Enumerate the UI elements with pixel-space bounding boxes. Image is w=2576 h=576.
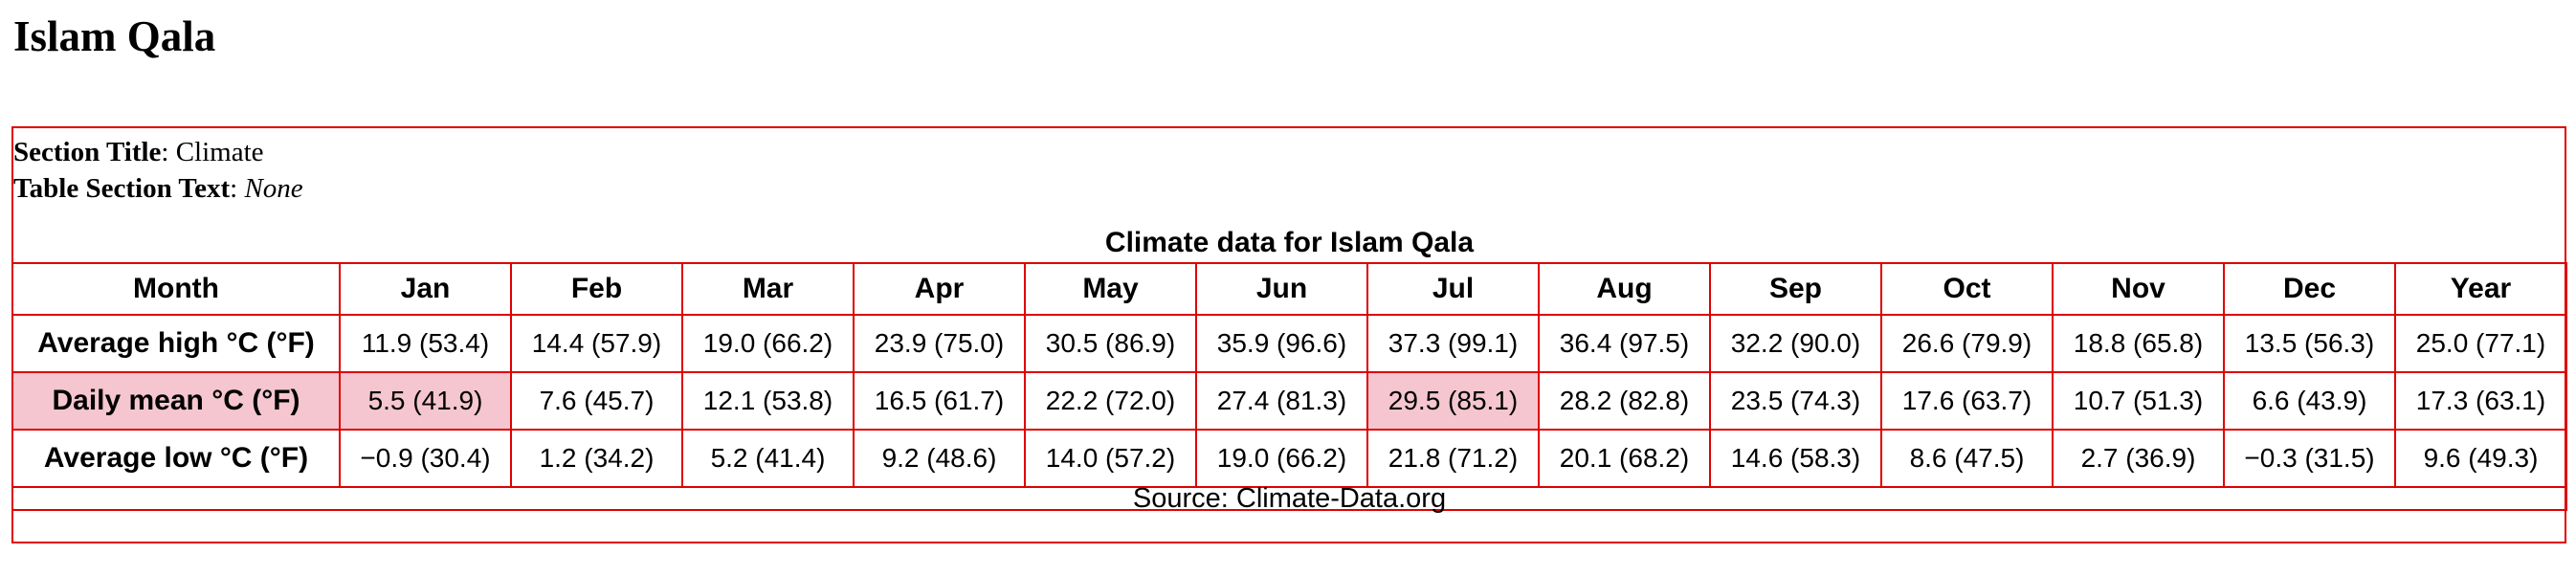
source-row: Source: Climate-Data.org	[11, 485, 2567, 513]
table-cell: 9.6 (49.3)	[2394, 429, 2567, 488]
row-label: Daily mean °C (°F)	[11, 371, 341, 431]
table-cell: 37.3 (99.1)	[1366, 314, 1540, 373]
table-cell: 6.6 (43.9)	[2223, 371, 2396, 431]
table-cell: 10.7 (51.3)	[2052, 371, 2225, 431]
header-sep: Sep	[1709, 262, 1882, 316]
header-jul: Jul	[1366, 262, 1540, 316]
table-cell: 19.0 (66.2)	[1195, 429, 1368, 488]
table-cell: 32.2 (90.0)	[1709, 314, 1882, 373]
table-cell: 17.3 (63.1)	[2394, 371, 2567, 431]
table-cell: 35.9 (96.6)	[1195, 314, 1368, 373]
table-cell: 20.1 (68.2)	[1538, 429, 1711, 488]
table-cell: 23.5 (74.3)	[1709, 371, 1882, 431]
table-cell: 1.2 (34.2)	[510, 429, 683, 488]
row-label: Average low °C (°F)	[11, 429, 341, 488]
table-section-text-value: None	[244, 173, 303, 204]
table-cell: 2.7 (36.9)	[2052, 429, 2225, 488]
table-cell: 17.6 (63.7)	[1880, 371, 2054, 431]
row-label: Average high °C (°F)	[11, 314, 341, 373]
table-cell: 11.9 (53.4)	[339, 314, 512, 373]
table-cell: −0.3 (31.5)	[2223, 429, 2396, 488]
table-cell: 30.5 (86.9)	[1024, 314, 1197, 373]
table-row-daily-mean: Daily mean °C (°F) 5.5 (41.9) 7.6 (45.7)…	[11, 371, 2567, 431]
table-cell: 12.1 (53.8)	[681, 371, 855, 431]
header-row: Month Jan Feb Mar Apr May Jun Jul Aug Se…	[11, 262, 2567, 316]
table-row-average-low: Average low °C (°F) −0.9 (30.4) 1.2 (34.…	[11, 429, 2567, 488]
table-cell: 14.6 (58.3)	[1709, 429, 1882, 488]
section-meta: Section Title: Climate Table Section Tex…	[13, 134, 303, 207]
header-dec: Dec	[2223, 262, 2396, 316]
table-cell: 36.4 (97.5)	[1538, 314, 1711, 373]
table-section-text-line: Table Section Text: None	[13, 173, 303, 204]
table-cell: 27.4 (81.3)	[1195, 371, 1368, 431]
table-cell: 7.6 (45.7)	[510, 371, 683, 431]
table-cell: 18.8 (65.8)	[2052, 314, 2225, 373]
table-source: Source: Climate-Data.org	[11, 485, 2567, 513]
header-mar: Mar	[681, 262, 855, 316]
header-aug: Aug	[1538, 262, 1711, 316]
table-cell: 19.0 (66.2)	[681, 314, 855, 373]
table-cell: 8.6 (47.5)	[1880, 429, 2054, 488]
page-title: Islam Qala	[13, 12, 216, 60]
section-title-value: Climate	[175, 137, 264, 167]
table-cell: 16.5 (61.7)	[853, 371, 1026, 431]
header-oct: Oct	[1880, 262, 2054, 316]
section-title-line: Section Title: Climate	[13, 137, 264, 167]
table-cell: 26.6 (79.9)	[1880, 314, 2054, 373]
table-cell: 5.5 (41.9)	[339, 371, 512, 431]
table-caption: Climate data for Islam Qala	[1104, 227, 1475, 258]
section-title-label: Section Title	[13, 137, 162, 167]
header-feb: Feb	[510, 262, 683, 316]
table-cell: 29.5 (85.1)	[1366, 371, 1540, 431]
table-cell: 23.9 (75.0)	[853, 314, 1026, 373]
table-cell: 14.4 (57.9)	[510, 314, 683, 373]
table-row-average-high: Average high °C (°F) 11.9 (53.4) 14.4 (5…	[11, 314, 2567, 373]
climate-table: Climate data for Islam Qala Month Jan Fe…	[11, 224, 2567, 513]
table-cell: 25.0 (77.1)	[2394, 314, 2567, 373]
table-cell: 22.2 (72.0)	[1024, 371, 1197, 431]
header-month: Month	[11, 262, 341, 316]
table-cell: 9.2 (48.6)	[853, 429, 1026, 488]
table-cell: 5.2 (41.4)	[681, 429, 855, 488]
header-year: Year	[2394, 262, 2567, 316]
table-section-text-label: Table Section Text	[13, 173, 231, 204]
header-jun: Jun	[1195, 262, 1368, 316]
header-may: May	[1024, 262, 1197, 316]
table-cell: 21.8 (71.2)	[1366, 429, 1540, 488]
header-apr: Apr	[853, 262, 1026, 316]
table-cell: 13.5 (56.3)	[2223, 314, 2396, 373]
table-cell: 14.0 (57.2)	[1024, 429, 1197, 488]
header-nov: Nov	[2052, 262, 2225, 316]
table-cell: −0.9 (30.4)	[339, 429, 512, 488]
header-jan: Jan	[339, 262, 512, 316]
table-cell: 28.2 (82.8)	[1538, 371, 1711, 431]
